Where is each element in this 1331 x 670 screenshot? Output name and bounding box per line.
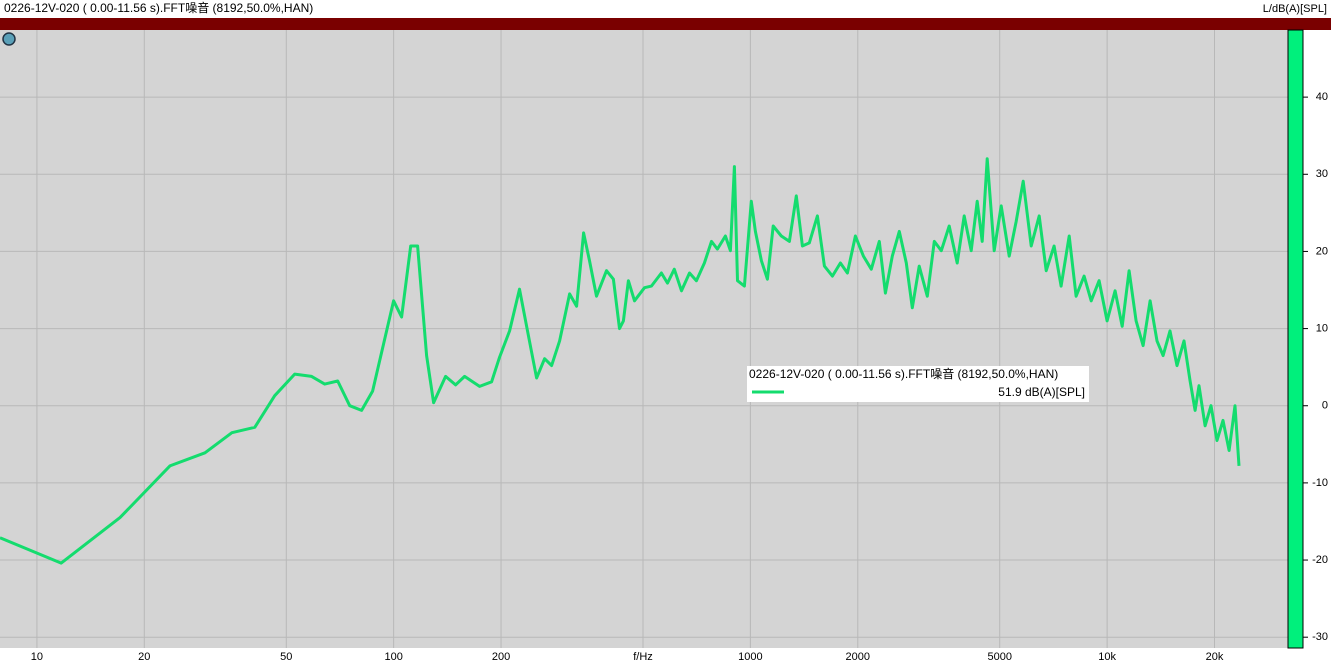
y-tick-label: 20	[1316, 245, 1328, 257]
x-tick-label: 20k	[1206, 651, 1224, 663]
header-band	[0, 18, 1331, 30]
series-line	[0, 157, 1241, 565]
y-tick-label: 40	[1316, 91, 1328, 103]
legend-value: 51.9 dB(A)[SPL]	[998, 385, 1085, 399]
grid	[0, 30, 1288, 648]
axes: 10 20 50 100 200 f/Hz 1000 2000 5000 10k 20k-30-20…	[31, 91, 1328, 663]
x-tick-label: 20	[138, 651, 150, 663]
legend-entry: 0226-12V-020 ( 0.00-11.56 s).FFT噪音 (8192…	[749, 366, 1058, 381]
y-tick-label: -20	[1312, 554, 1328, 566]
y-tick-label: -10	[1312, 477, 1328, 489]
y-tick-label: 10	[1316, 322, 1328, 334]
x-tick-label: 10k	[1098, 651, 1116, 663]
x-tick-label: 100	[384, 651, 402, 663]
chart-title: 0226-12V-020 ( 0.00-11.56 s).FFT噪音 (8192…	[4, 0, 313, 15]
level-bar	[1287, 29, 1304, 649]
legend: 0226-12V-020 ( 0.00-11.56 s).FFT噪音 (8192…	[747, 366, 1089, 402]
x-tick-label: 2000	[846, 651, 870, 663]
x-tick-label: 10	[31, 651, 43, 663]
x-tick-label: 200	[492, 651, 510, 663]
x-tick-label: 50	[280, 651, 292, 663]
x-tick-label: f/Hz	[633, 651, 653, 663]
y-tick-label: -30	[1312, 631, 1328, 643]
x-tick-label: 1000	[738, 651, 762, 663]
legend-box	[747, 366, 1089, 402]
cursor-icon[interactable]	[2, 32, 16, 46]
y-tick-label: 0	[1322, 400, 1328, 412]
y-tick-label: 30	[1316, 168, 1328, 180]
series-layer	[0, 157, 1241, 565]
y-axis-label: L/dB(A)[SPL]	[1263, 3, 1327, 15]
plot-area	[0, 30, 1288, 648]
x-tick-label: 5000	[987, 651, 1011, 663]
